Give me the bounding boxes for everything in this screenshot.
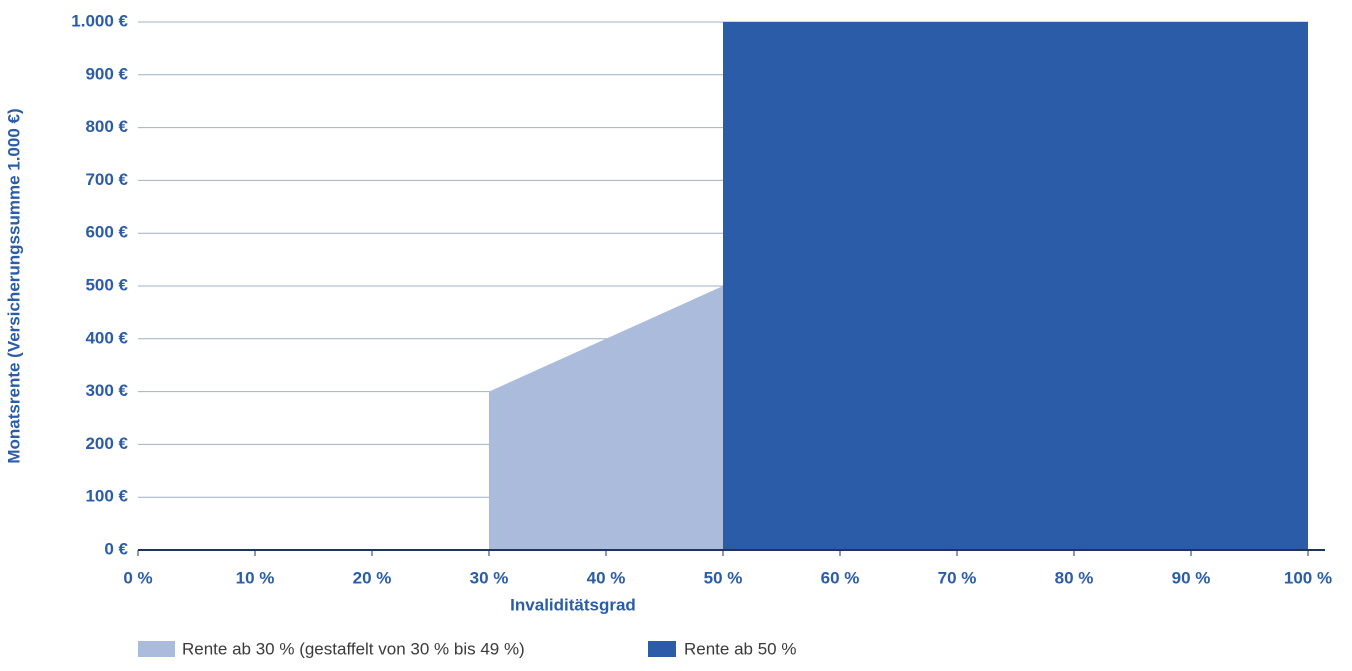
legend-swatch — [648, 641, 676, 657]
x-axis-title: Invaliditätsgrad — [510, 595, 636, 614]
x-tick-label: 20 % — [353, 568, 392, 587]
y-tick-label: 0 € — [104, 539, 128, 558]
y-tick-label: 800 € — [85, 117, 128, 136]
legend-label: Rente ab 50 % — [684, 639, 796, 658]
area — [723, 22, 1308, 550]
x-tick-label: 30 % — [470, 568, 509, 587]
x-tick-label: 70 % — [938, 568, 977, 587]
y-tick-label: 600 € — [85, 223, 128, 242]
y-tick-label: 300 € — [85, 381, 128, 400]
legend-label: Rente ab 30 % (gestaffelt von 30 % bis 4… — [182, 639, 525, 658]
y-tick-label: 1.000 € — [71, 11, 128, 30]
y-tick-label: 900 € — [85, 64, 128, 83]
x-tick-label: 80 % — [1055, 568, 1094, 587]
x-tick-label: 0 % — [123, 568, 152, 587]
y-tick-label: 100 € — [85, 487, 128, 506]
x-tick-label: 60 % — [821, 568, 860, 587]
y-tick-label: 700 € — [85, 170, 128, 189]
area — [489, 286, 723, 550]
y-axis-title: Monatsrente (Versicherungssumme 1.000 €) — [4, 108, 23, 463]
x-tick-label: 90 % — [1172, 568, 1211, 587]
y-tick-label: 200 € — [85, 434, 128, 453]
y-tick-label: 400 € — [85, 328, 128, 347]
legend-swatch — [138, 641, 175, 657]
x-tick-label: 10 % — [236, 568, 275, 587]
x-tick-label: 100 % — [1284, 568, 1332, 587]
x-tick-label: 40 % — [587, 568, 626, 587]
y-tick-label: 500 € — [85, 275, 128, 294]
x-tick-label: 50 % — [704, 568, 743, 587]
